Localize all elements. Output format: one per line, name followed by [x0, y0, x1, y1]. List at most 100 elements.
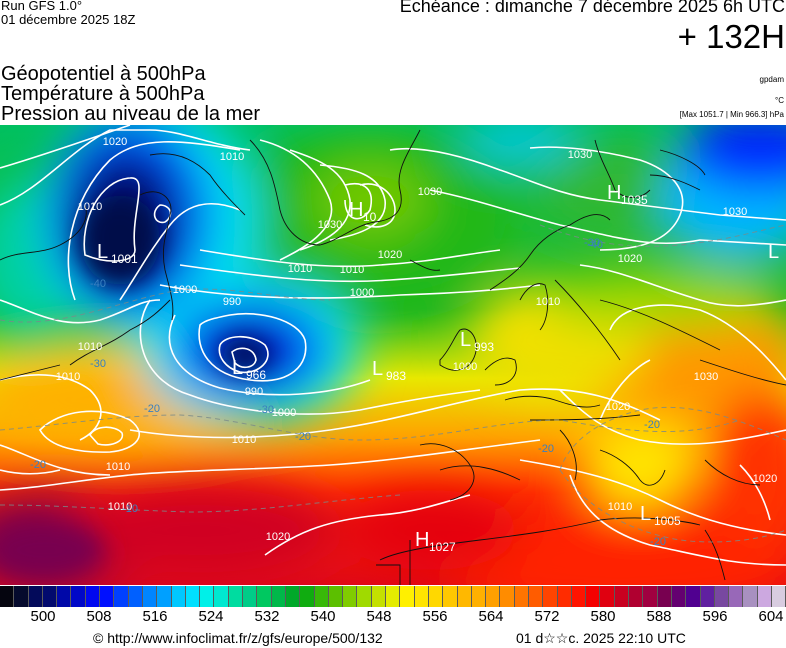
colorbar-swatch — [643, 586, 658, 607]
low-symbol: L — [372, 358, 383, 380]
isobar-label: 1000 — [453, 361, 477, 373]
isobar-label: 1010 — [106, 461, 130, 473]
colorbar-swatch — [386, 586, 401, 607]
low-symbol: L — [460, 329, 471, 351]
run-model-label: Run GFS 1.0° — [1, 0, 83, 13]
isobar-label: 1010 — [108, 501, 132, 513]
colorbar-swatch — [743, 586, 758, 607]
colorbar-tick-label: 604 — [758, 608, 784, 625]
colorbar-tick-label: 532 — [254, 608, 280, 625]
colorbar-swatch — [600, 586, 615, 607]
temperature-label: -40 — [587, 239, 603, 251]
colorbar-tick-label: 580 — [590, 608, 616, 625]
pressure-range: [Max 1051.7 | Min 966.3] hPa — [679, 110, 784, 119]
colorbar-swatch — [428, 586, 444, 607]
colorbar-swatch — [142, 586, 158, 607]
temperature-label: -30 — [258, 404, 274, 416]
colorbar-swatch — [528, 586, 544, 607]
low-symbol: L — [232, 357, 243, 379]
colorbar-swatch — [414, 586, 429, 607]
isobar-label: 1020 — [378, 249, 402, 261]
geopotential-colorbar — [0, 586, 786, 607]
colorbar-swatch — [629, 586, 644, 607]
colorbar-swatch — [300, 586, 315, 607]
colorbar-swatch — [42, 586, 58, 607]
title-pressure: Pression au niveau de la mer — [1, 103, 261, 125]
colorbar-swatch — [443, 586, 458, 607]
colorbar-swatch — [357, 586, 372, 607]
coastlines — [0, 129, 786, 585]
colorbar-swatch — [28, 586, 43, 607]
colorbar-swatch — [343, 586, 358, 607]
colorbar-swatch — [14, 586, 29, 607]
colorbar-swatch — [657, 586, 672, 607]
colorbar-tick-label: 572 — [534, 608, 560, 625]
colorbar-swatch — [686, 586, 701, 607]
colorbar-tick-label: 524 — [198, 608, 224, 625]
colorbar-swatch — [0, 586, 15, 607]
temperature-label: -20 — [644, 419, 660, 431]
isobar-label: 990 — [223, 296, 241, 308]
colorbar-swatch — [114, 586, 129, 607]
isobar-label: 1020 — [753, 473, 777, 485]
colorbar-swatch — [614, 586, 630, 607]
low-symbol: L — [97, 241, 108, 263]
low-symbol: L — [640, 503, 651, 525]
temperature-label: -20 — [538, 443, 554, 455]
forecast-valid-time: Echéance : dimanche 7 décembre 2025 6h U… — [399, 0, 785, 16]
colorbar-swatch — [757, 586, 773, 607]
colorbar-tick-label: 508 — [86, 608, 112, 625]
unit-temperature: °C — [775, 96, 784, 105]
isobar-label: 1010 — [220, 151, 244, 163]
colorbar-tick-label: 540 — [310, 608, 336, 625]
title-geopotential: Géopotentiel à 500hPa — [1, 63, 206, 85]
colorbar-swatch — [257, 586, 272, 607]
weather-map: 1020 1010 1010 1030 1030 1010 1020 1010 1000 990 1… — [0, 125, 786, 585]
colorbar-tick-label: 500 — [30, 608, 56, 625]
colorbar-swatch — [157, 586, 172, 607]
colorbar-swatch — [243, 586, 258, 607]
colorbar-swatch — [200, 586, 215, 607]
isobar-label: 1010 — [56, 371, 80, 383]
geopotential-field — [0, 125, 786, 585]
isobar-label: 1010 — [78, 341, 102, 353]
isobar-label: 1010 — [340, 264, 364, 276]
isobar-label: 1010 — [608, 501, 632, 513]
isobar-labels: 1020 1010 1010 1030 1030 1010 1020 1010 1000 990 1… — [56, 136, 777, 543]
colorbar-swatch — [214, 586, 229, 607]
colorbar-labels: 500 508 516 524 532 540 548 556 564 572 580 588 596 6… — [0, 608, 786, 626]
colorbar-tick-label: 564 — [478, 608, 504, 625]
temperature-label: -30 — [90, 358, 106, 370]
colorbar-swatch — [328, 586, 344, 607]
colorbar-swatch — [57, 586, 72, 607]
colorbar-swatch — [100, 586, 115, 607]
colorbar-swatch — [471, 586, 487, 607]
colorbar-tick-label: 548 — [366, 608, 392, 625]
pressure-value: 966 — [246, 368, 266, 382]
source-url[interactable]: © http://www.infoclimat.fr/z/gfs/europe/… — [93, 630, 383, 646]
isobar-label: 1030 — [694, 371, 718, 383]
colorbar-swatch — [671, 586, 687, 607]
temperature-label: -20 — [650, 536, 666, 548]
low-pressure-center: L — [768, 241, 779, 263]
colorbar-swatch — [714, 586, 730, 607]
isobar-label: 1030 — [418, 186, 442, 198]
low-pressure-center: L 1001 — [97, 241, 138, 266]
pressure-value: 10 — [363, 210, 377, 224]
colorbar-swatch — [772, 586, 786, 607]
isobar-label: 1000 — [350, 287, 374, 299]
run-date-label: 01 décembre 2025 18Z — [1, 12, 136, 27]
colorbar-tick-label: 588 — [646, 608, 672, 625]
colorbar-swatch — [700, 586, 715, 607]
colorbar-tick-label: 596 — [702, 608, 728, 625]
colorbar-swatch — [514, 586, 529, 607]
colorbar-tick-label: 516 — [142, 608, 168, 625]
colorbar-swatch — [71, 586, 86, 607]
colorbar-swatch — [543, 586, 558, 607]
colorbar-swatch — [271, 586, 286, 607]
lead-time: + 132H — [677, 18, 785, 55]
isobar-label: 1010 — [78, 201, 102, 213]
colorbar-swatch — [371, 586, 387, 607]
pressure-value: 993 — [474, 340, 494, 354]
temperature-label: -20 — [144, 403, 160, 415]
